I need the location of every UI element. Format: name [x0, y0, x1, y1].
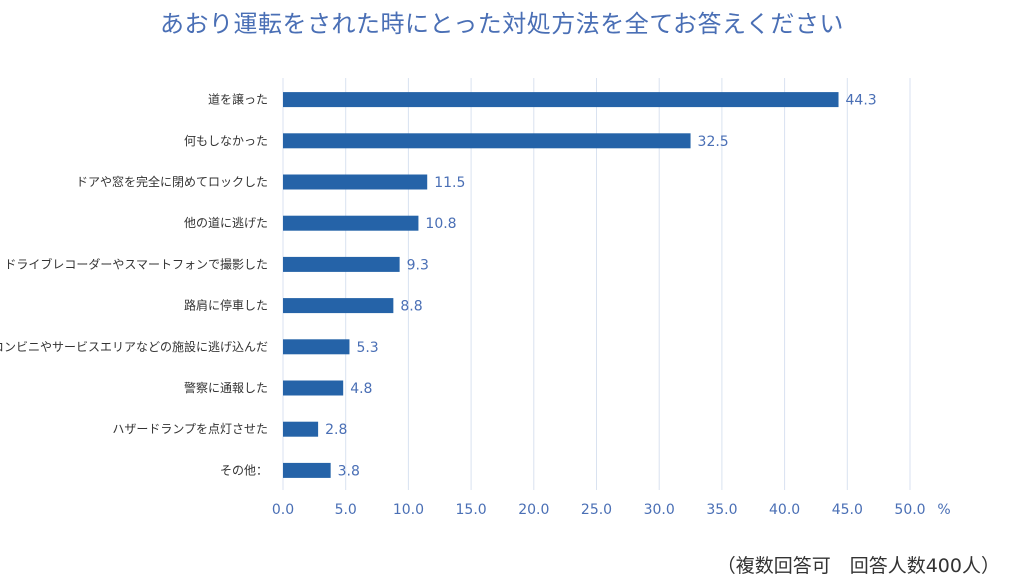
category-label: コンビニやサービスエリアなどの施設に逃げ込んだ [0, 339, 268, 354]
bar [283, 421, 319, 437]
bar [283, 339, 350, 355]
category-label: 他の道に逃げた [184, 216, 268, 230]
x-tick-label: 30.0 [644, 502, 675, 518]
x-tick-label: 40.0 [769, 502, 800, 518]
x-tick-label: 10.0 [393, 502, 424, 518]
x-tick-label: 35.0 [706, 502, 737, 518]
category-label: ドライブレコーダーやスマートフォンで撮影した [4, 256, 268, 271]
category-label: 警察に通報した [184, 380, 268, 395]
x-tick-label: 25.0 [581, 502, 612, 518]
bar [283, 380, 344, 396]
value-label: 32.5 [698, 134, 729, 150]
bar [283, 174, 428, 190]
value-labels: 44.3 32.5 11.5 10.8 9.3 8.8 5.3 4.8 2.8 3.8 [325, 93, 877, 480]
value-label: 5.3 [356, 340, 378, 356]
bar [283, 256, 400, 272]
bar [283, 215, 419, 231]
x-unit-label: % [937, 502, 950, 518]
x-tick-label: 50.0 [894, 502, 925, 518]
value-label: 3.8 [338, 463, 360, 479]
category-label: ドアや窓を完全に閉めてロックした [76, 174, 268, 189]
category-label: 何もしなかった [184, 134, 268, 148]
category-label: その他： [220, 463, 268, 477]
bar [283, 298, 394, 314]
value-label: 44.3 [846, 93, 877, 109]
bar [283, 92, 839, 108]
bars [283, 92, 839, 478]
bar [283, 133, 691, 149]
value-label: 9.3 [407, 257, 429, 273]
value-label: 11.5 [434, 175, 465, 191]
x-tick-label: 20.0 [518, 502, 549, 518]
x-tick-label: 15.0 [456, 502, 487, 518]
category-labels: 道を譲った何もしなかったドアや窓を完全に閉めてロックした他の道に逃げたドライブレ… [0, 92, 268, 478]
value-label: 2.8 [325, 422, 347, 438]
value-label: 10.8 [425, 216, 456, 232]
x-axis-ticks: 0.0 5.0 10.0 15.0 20.0 25.0 30.0 35.0 40.0 45.0 50… [272, 502, 951, 518]
category-label: ハザードランプを点灯させた [112, 422, 268, 436]
bar [283, 462, 331, 478]
x-tick-label: 0.0 [272, 502, 294, 518]
value-label: 4.8 [350, 381, 372, 397]
value-label: 8.8 [400, 299, 422, 315]
category-label: 路肩に停車した [184, 298, 268, 313]
footnote: （複数回答可 回答人数400人） [716, 555, 1000, 577]
chart-title: あおり運転をされた時にとった対処方法を全てお答えください [160, 10, 844, 38]
x-tick-label: 45.0 [832, 502, 863, 518]
category-label: 道を譲った [208, 92, 268, 107]
x-tick-label: 5.0 [335, 502, 357, 518]
